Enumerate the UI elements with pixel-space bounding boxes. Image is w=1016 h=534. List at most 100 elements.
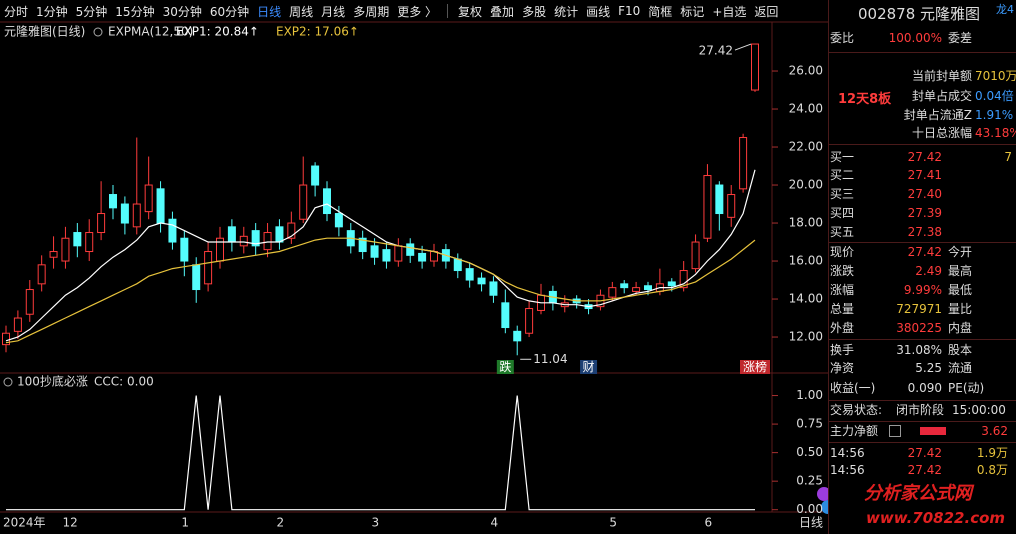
value: 27.39 xyxy=(907,206,942,220)
toolbar-button[interactable]: 日线 xyxy=(257,4,282,19)
toolbar-button[interactable]: 复权 xyxy=(458,4,483,19)
candle-body xyxy=(382,249,391,262)
toolbar-button[interactable]: +自选 xyxy=(712,4,747,19)
candle-body xyxy=(299,184,308,220)
time: 14:56 xyxy=(830,463,865,477)
candle-body xyxy=(73,232,82,247)
candle-body xyxy=(13,317,22,332)
candle-body xyxy=(620,283,629,289)
label: 涨跌 xyxy=(830,264,855,278)
event-label: 涨榜 xyxy=(743,359,767,374)
separator xyxy=(828,144,1016,145)
label: 量比 xyxy=(948,302,973,316)
ema-line xyxy=(5,169,756,342)
toolbar-button[interactable]: 15分钟 xyxy=(115,4,155,19)
toolbar-button[interactable]: 多股 xyxy=(522,4,547,19)
candle-body xyxy=(97,213,106,234)
candle-body xyxy=(501,302,510,329)
separator xyxy=(828,242,1016,243)
candle-body xyxy=(370,245,379,258)
streak-badge: 12天8板 xyxy=(838,92,892,107)
value: 727971 xyxy=(896,302,942,316)
legend-entry: EXP2: 17.06↑ xyxy=(276,25,359,39)
toolbar-button[interactable]: 返回 xyxy=(754,4,779,19)
candle-body xyxy=(394,245,403,262)
candle-body xyxy=(323,188,331,215)
toolbar-button[interactable]: 周线 xyxy=(289,4,314,19)
label: 委差 xyxy=(948,31,973,45)
indicator-title: 100抄底必涨 xyxy=(17,374,88,389)
label: 主力净额 xyxy=(830,424,879,438)
value: 7010万 xyxy=(975,69,1016,83)
toolbar-button[interactable]: 画线 xyxy=(586,4,611,19)
candle-body xyxy=(275,226,284,243)
candle-body xyxy=(430,251,438,262)
y-tick-label: 1.00 xyxy=(796,388,823,402)
icon[interactable] xyxy=(889,425,901,437)
candle-body xyxy=(358,237,367,253)
label: 总量 xyxy=(830,302,855,316)
toolbar-button[interactable]: 月线 xyxy=(321,4,346,19)
candle-body xyxy=(453,258,462,272)
toolbar-button[interactable]: F10 xyxy=(618,4,641,18)
toolbar-button[interactable]: 更多 〉 xyxy=(397,4,438,19)
candle-body xyxy=(679,270,688,289)
value: 27.42 xyxy=(907,446,942,460)
toolbar-button[interactable]: 叠加 xyxy=(490,4,515,19)
toolbar-button[interactable]: 标记 xyxy=(680,4,705,19)
label: 最低 xyxy=(948,283,973,297)
event-marker: 财 xyxy=(580,360,598,374)
toolbar-button[interactable]: 5分钟 xyxy=(75,4,108,19)
y-tick-label: 18.00 xyxy=(789,216,823,230)
toolbar-button[interactable]: 60分钟 xyxy=(209,4,250,19)
y-tick-label: 0.00 xyxy=(796,502,823,516)
candle-body xyxy=(715,184,724,215)
toolbar-button[interactable]: 统计 xyxy=(554,4,579,19)
period-label: 日线 xyxy=(799,516,823,530)
legend-entry: EXP1: 20.84↑ xyxy=(176,25,259,39)
separator xyxy=(447,4,449,18)
x-tick-label: 4 xyxy=(490,516,498,530)
y-tick-label: 24.00 xyxy=(789,102,823,116)
candle-body xyxy=(465,268,474,281)
stock-title: 002878 元隆雅图 xyxy=(858,5,981,23)
candle-body xyxy=(418,252,427,262)
separator xyxy=(828,339,1016,340)
value: 27.42 xyxy=(907,245,942,259)
candle-body xyxy=(227,226,236,243)
candle-body xyxy=(513,330,522,342)
candle-body xyxy=(691,241,700,270)
toolbar-button[interactable]: 1分钟 xyxy=(36,4,68,19)
label: 十日总涨幅 xyxy=(911,126,972,140)
quote-panel xyxy=(828,0,1016,534)
watermark-title: 分析家公式网 xyxy=(864,483,972,504)
label: 封单占成交 xyxy=(911,89,972,103)
event-box xyxy=(496,360,514,374)
toolbar-button[interactable]: 30分钟 xyxy=(162,4,202,19)
candle-body xyxy=(489,281,498,296)
toolbar-button[interactable]: 多周期 xyxy=(353,4,390,19)
candle-body xyxy=(49,251,58,258)
value: 100.00% xyxy=(888,31,942,45)
value: 5.25 xyxy=(915,361,942,375)
candle-body xyxy=(251,230,260,247)
label: 现价 xyxy=(830,245,855,259)
x-tick-label: 12 xyxy=(62,516,77,530)
icon[interactable] xyxy=(3,377,13,387)
icon[interactable] xyxy=(93,27,103,37)
candle-body xyxy=(287,222,296,239)
label: 外盘 xyxy=(830,321,855,335)
toolbar-button[interactable]: 简框 xyxy=(648,4,673,19)
event-box xyxy=(740,360,770,374)
toolbar-button[interactable]: 分时 xyxy=(4,4,29,19)
watermark-url: www.70822.com xyxy=(866,509,1006,527)
candle-body xyxy=(644,285,652,291)
flow-bar xyxy=(920,427,946,435)
value: 27.42 xyxy=(907,150,942,164)
chart-title: 元隆雅图(日线) xyxy=(4,24,85,39)
value: 27.41 xyxy=(907,168,942,182)
candle-body xyxy=(608,287,617,298)
candle-body xyxy=(61,237,70,262)
separator xyxy=(828,52,1016,53)
annotation-arrow xyxy=(734,43,752,51)
